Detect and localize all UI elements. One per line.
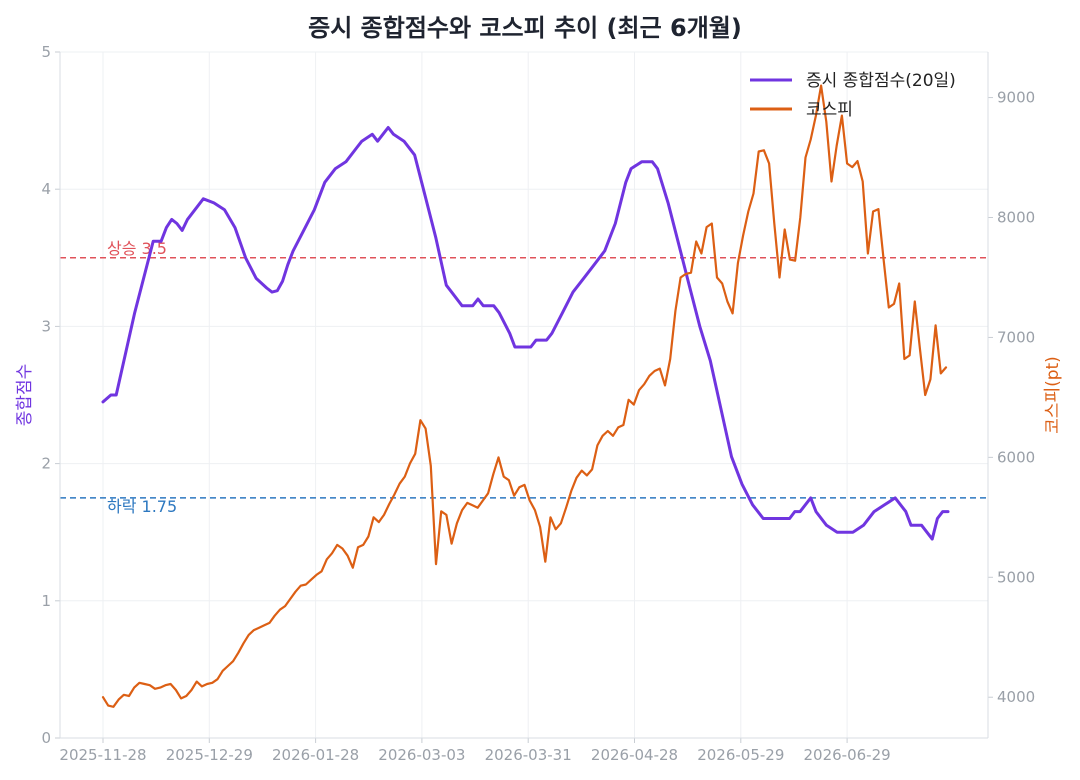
right-tick-label-4: 8000 bbox=[997, 209, 1035, 227]
x-tick-label-6: 2026-05-29 bbox=[697, 746, 784, 764]
x-tick-label-4: 2026-03-31 bbox=[485, 746, 572, 764]
legend-label-kospi: 코스피 bbox=[806, 100, 853, 120]
x-tick-label-1: 2025-12-29 bbox=[166, 746, 253, 764]
reference-label-1: 하락 1.75 bbox=[107, 497, 177, 516]
left-tick-label-2: 2 bbox=[41, 455, 51, 473]
left-tick-label-0: 0 bbox=[41, 729, 51, 747]
x-tick-label-5: 2026-04-28 bbox=[591, 746, 678, 764]
left-tick-label-1: 1 bbox=[41, 592, 51, 610]
left-tick-label-5: 5 bbox=[41, 43, 51, 61]
left-tick-label-4: 4 bbox=[41, 180, 51, 198]
x-tick-label-7: 2026-06-29 bbox=[804, 746, 891, 764]
left-axis-label: 종합점수 bbox=[15, 364, 35, 427]
axes bbox=[59, 52, 989, 739]
reference-lines: 상승 3.5하락 1.75 bbox=[60, 239, 988, 516]
legend: 증시 종합점수(20일) 코스피 bbox=[750, 71, 956, 120]
label-layer: 0 1 2 3 4 5 4000 5000 6000 7000 8000 9000 2025-11-28… bbox=[41, 43, 1035, 764]
left-tick-label-3: 3 bbox=[41, 317, 51, 335]
right-tick-label-3: 7000 bbox=[997, 328, 1035, 346]
grid-layer bbox=[55, 51, 993, 743]
x-tick-label-0: 2025-11-28 bbox=[59, 746, 146, 764]
chart-title: 증시 종합점수와 코스피 추이 (최근 6개월) bbox=[308, 14, 742, 42]
right-axis-label: 코스피(pt) bbox=[1043, 356, 1063, 434]
legend-label-score: 증시 종합점수(20일) bbox=[806, 71, 956, 91]
right-tick-label-2: 6000 bbox=[997, 448, 1035, 466]
series-line-0 bbox=[101, 126, 950, 541]
x-tick-label-2: 2026-01-28 bbox=[272, 746, 359, 764]
series-line-1 bbox=[101, 84, 948, 708]
x-tick-label-3: 2026-03-03 bbox=[378, 746, 465, 764]
right-tick-label-1: 5000 bbox=[997, 568, 1035, 586]
right-tick-label-5: 9000 bbox=[997, 89, 1035, 107]
right-tick-label-0: 4000 bbox=[997, 688, 1035, 706]
series-layer bbox=[101, 84, 950, 708]
